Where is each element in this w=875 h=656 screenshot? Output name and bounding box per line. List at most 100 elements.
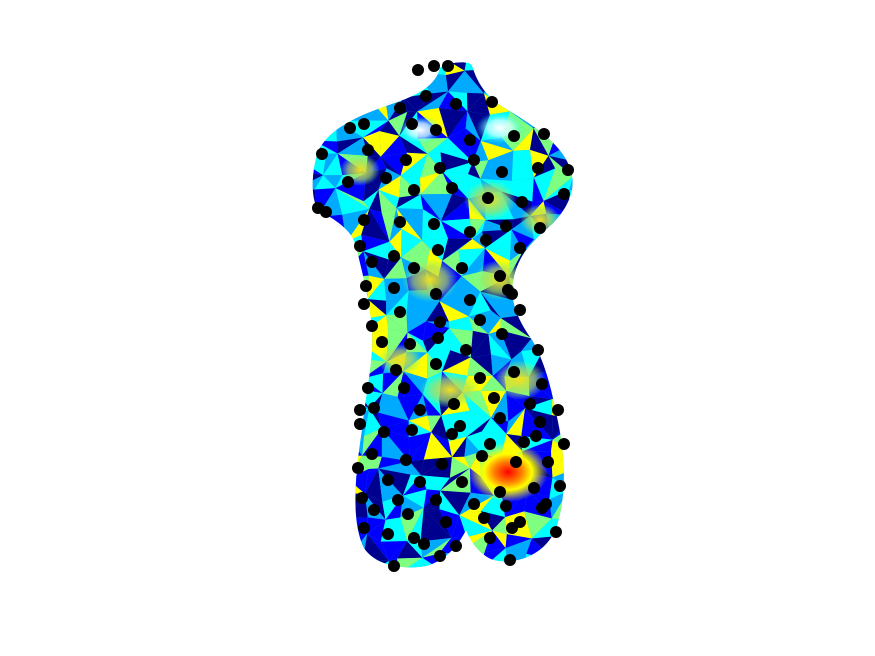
mesh-facet <box>447 111 468 138</box>
mesh-facet <box>312 209 318 237</box>
mesh-facet <box>531 313 550 341</box>
mesh-facet <box>367 275 385 300</box>
mesh-facet <box>574 309 590 332</box>
mesh-facet <box>316 357 342 376</box>
mesh-facet <box>312 375 317 398</box>
mesh-facet <box>382 371 404 397</box>
mesh-facet <box>315 492 348 519</box>
mesh-facet <box>357 560 389 568</box>
mesh-facet <box>569 189 573 215</box>
mesh-facet <box>542 89 565 121</box>
mesh-facet <box>322 72 348 95</box>
mesh-facet <box>337 137 368 156</box>
mesh-facet <box>500 330 532 360</box>
mesh-facet <box>312 269 327 296</box>
mesh-facet <box>313 120 337 142</box>
mesh-facet <box>359 62 390 76</box>
mesh-facet <box>543 168 573 201</box>
mesh-facet <box>380 135 407 157</box>
mesh-facet <box>362 455 379 470</box>
mesh-facet <box>464 62 490 71</box>
mesh-facet <box>459 495 494 516</box>
mesh-facet <box>312 498 316 510</box>
mesh-facet <box>464 70 484 94</box>
mesh-facet <box>440 137 473 162</box>
mesh-facet <box>314 308 336 337</box>
mesh-facet <box>312 62 318 73</box>
vertex-marker <box>484 438 496 450</box>
mesh-facet <box>448 436 467 458</box>
mesh-facet <box>319 389 340 417</box>
vertex-marker <box>358 298 370 310</box>
mesh-facet <box>576 121 593 142</box>
mesh-facet <box>357 560 389 568</box>
mesh-facet <box>552 369 570 401</box>
mesh-facet <box>479 548 506 568</box>
mesh-facet <box>444 552 465 568</box>
vertex-marker <box>380 172 392 184</box>
vertex-marker <box>408 262 420 274</box>
vertex-marker <box>358 118 370 130</box>
mesh-facet <box>322 91 348 121</box>
mesh-facet <box>443 62 469 71</box>
mesh-facet <box>525 398 553 416</box>
mesh-facet <box>363 120 389 138</box>
mesh-facet <box>483 68 506 94</box>
vertex-marker <box>404 338 416 350</box>
mesh-facet <box>548 62 572 71</box>
mesh-facet <box>562 532 573 557</box>
mesh-facet <box>542 70 565 94</box>
vertex-marker <box>538 128 550 140</box>
mesh-facet <box>529 313 550 339</box>
mesh-facet <box>313 478 348 501</box>
mesh-facet <box>384 257 402 279</box>
mesh-facet <box>312 452 315 479</box>
mesh-facet <box>480 150 514 179</box>
mesh-facet <box>423 432 452 460</box>
vertex-marker <box>392 494 404 506</box>
mesh-facet <box>323 175 343 189</box>
mesh-facet <box>312 72 326 92</box>
mesh-facet <box>323 240 347 255</box>
mesh-facet <box>363 241 390 260</box>
mesh-facet <box>506 434 523 452</box>
mesh-facet <box>470 354 493 376</box>
mesh-facet <box>480 140 514 161</box>
mesh-facet <box>386 315 408 333</box>
vertex-marker <box>394 102 406 114</box>
mesh-facet <box>488 330 512 360</box>
vertex-marker <box>446 428 458 440</box>
mesh-facet <box>312 72 323 96</box>
vertex-markers <box>312 60 574 572</box>
mesh-facet <box>336 62 362 73</box>
mesh-facet <box>562 554 573 568</box>
mesh-facet <box>573 176 593 196</box>
mesh-facet <box>381 420 409 438</box>
vertex-marker <box>388 282 400 294</box>
mesh-facet <box>511 338 532 360</box>
mesh-facet <box>568 481 573 497</box>
mesh-facet <box>322 72 337 92</box>
vertex-marker <box>388 560 400 572</box>
mesh-facet <box>381 208 397 242</box>
vertex-marker <box>434 162 446 174</box>
vertex-marker <box>394 306 406 318</box>
vertex-marker <box>506 522 518 534</box>
mesh-facet <box>417 91 449 112</box>
vertex-marker <box>356 492 368 504</box>
vertex-marker <box>368 504 380 516</box>
mesh-facet <box>336 137 364 154</box>
mesh-facet <box>546 89 565 121</box>
mesh-facet <box>312 110 314 141</box>
mesh-facet <box>513 149 534 178</box>
mesh-facet <box>314 175 336 190</box>
vertex-marker <box>486 96 498 108</box>
mesh-facet <box>346 209 370 242</box>
mesh-facet <box>386 62 407 76</box>
mesh-facet <box>363 189 379 210</box>
vertex-marker <box>494 486 506 498</box>
mesh-facet <box>533 168 556 201</box>
mesh-facet <box>569 389 573 418</box>
mesh-facet <box>364 408 382 436</box>
vertex-marker <box>362 382 374 394</box>
